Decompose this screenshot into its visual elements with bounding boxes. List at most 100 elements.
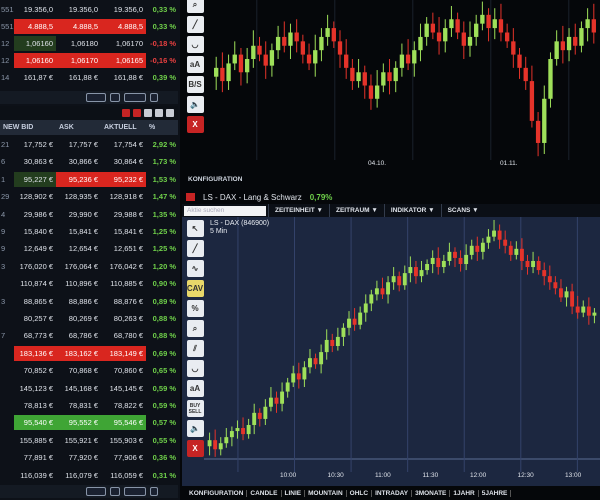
candle-body — [386, 282, 391, 295]
cursor-add-icon[interactable]: ↖ — [186, 220, 204, 237]
cell-pct: 1,35 % — [152, 209, 176, 219]
quote-row[interactable]: 70,852 € 70,868 € 70,860 € 0,65 % — [0, 362, 178, 379]
bottom-menu-item[interactable]: 5JAHRE — [479, 489, 512, 497]
device-icon[interactable] — [150, 93, 158, 102]
cell-ask: 1,06170 — [56, 53, 101, 68]
candle-body — [325, 28, 330, 37]
candle-body — [235, 428, 240, 432]
quote-row[interactable]: 551 4.888,5 4.888,5 4.888,5 0,33 % — [0, 18, 178, 35]
popout-icon[interactable] — [155, 109, 163, 117]
flag-button[interactable] — [124, 93, 146, 102]
quote-row[interactable]: 21 17,752 € 17,757 € 17,754 € 2,92 % — [0, 136, 178, 153]
link-button[interactable] — [110, 93, 120, 102]
cell-pct: 0,90 % — [152, 279, 176, 289]
quote-row[interactable]: 9 12,649 € 12,654 € 12,651 € 1,25 % — [0, 240, 178, 257]
flag-button[interactable] — [124, 487, 146, 496]
text-button[interactable]: aA — [186, 380, 204, 397]
cell-bid: 161,87 € — [23, 73, 53, 82]
minus-button[interactable] — [86, 487, 106, 496]
curve-tool-icon[interactable]: ∿ — [186, 260, 204, 277]
curve-icon[interactable]: ◡ — [186, 36, 204, 53]
close-icon[interactable]: X — [186, 116, 204, 133]
quote-row[interactable]: 551 19.356,0 19.356,0 19.356,0 0,33 % — [0, 1, 178, 18]
quote-row[interactable]: 14 161,87 € 161,88 € 161,88 € 0,39 % — [0, 69, 178, 86]
percent-button[interactable]: % — [186, 300, 204, 317]
zoom-icon[interactable]: ⌕ — [186, 0, 204, 13]
column-header[interactable]: NEW BID — [3, 124, 34, 131]
sound-icon[interactable]: 🔈 — [186, 96, 204, 113]
link-button[interactable] — [110, 487, 120, 496]
bottom-menu-item[interactable]: CANDLE — [247, 489, 282, 497]
candle-body — [257, 412, 262, 419]
arc-icon[interactable]: ◡ — [186, 360, 204, 377]
text-icon[interactable]: aA — [186, 56, 204, 73]
cell-ask: 155,921 € — [64, 435, 98, 445]
bottom-menu-item[interactable]: INTRADAY — [372, 489, 413, 497]
quote-row[interactable]: 1 95,227 €95,236 €95,232 € 1,53 % — [0, 171, 178, 188]
minus-button[interactable] — [86, 93, 106, 102]
top-chart-toolbar: ⌕ ╱ ◡ aA B/S 🔈 X — [184, 0, 206, 133]
sound-icon[interactable]: 🔈 — [186, 420, 204, 437]
quote-row[interactable]: 4 29,986 € 29,990 € 29,988 € 1,35 % — [0, 206, 178, 223]
alert-icon[interactable] — [133, 109, 141, 117]
bottom-menu-item[interactable]: LINIE — [282, 489, 306, 497]
device-icon[interactable] — [150, 487, 158, 496]
column-header[interactable]: % — [149, 124, 156, 131]
candle-body — [424, 23, 429, 37]
quote-row[interactable]: 110,874 € 110,896 € 110,885 € 0,90 % — [0, 275, 178, 292]
line-icon[interactable]: ╱ — [186, 16, 204, 33]
quote-row[interactable]: 145,123 € 145,168 € 145,145 € 0,59 % — [0, 380, 178, 397]
quote-row[interactable]: 183,136 €183,162 €183,149 € 0,69 % — [0, 345, 178, 362]
candle-body — [586, 306, 591, 316]
line-tool-icon[interactable]: ╱ — [186, 240, 204, 257]
cell-last: 95,546 € — [101, 415, 146, 431]
quote-row[interactable]: 155,885 € 155,921 € 155,903 € 0,55 % — [0, 432, 178, 449]
buy-sell-icon[interactable]: B/S — [186, 76, 204, 93]
candle-body — [269, 50, 275, 66]
quote-row[interactable]: 3 88,865 € 88,886 € 88,876 € 0,89 % — [0, 293, 178, 310]
menu-zeitraum[interactable]: ZEITRAUM ▼ — [328, 204, 384, 217]
candle-body — [380, 288, 385, 295]
bottom-menu-item[interactable]: KONFIGURATION — [186, 489, 248, 497]
buy-sell-button[interactable]: BUY SELL — [186, 400, 204, 417]
cell-ask: 95,236 € — [56, 171, 101, 187]
candle-body — [547, 276, 552, 283]
quote-row[interactable]: 12 1,06160 1,06170 1,06165 -0,16 % — [0, 52, 178, 69]
close-button[interactable]: X — [186, 440, 204, 457]
cav-button[interactable]: CAV — [186, 280, 204, 297]
quote-row[interactable]: 7 68,773 € 68,786 € 68,780 € 0,88 % — [0, 327, 178, 344]
time-label: 12:30 — [517, 472, 534, 479]
quote-row[interactable]: 80,257 € 80,269 € 80,263 € 0,88 % — [0, 310, 178, 327]
zoom-icon[interactable]: ⌕ — [186, 320, 204, 337]
quote-row[interactable]: 3 176,020 € 176,064 € 176,042 € 1,20 % — [0, 258, 178, 275]
panel-control-bar — [0, 91, 178, 104]
cell-pct: 0,39 % — [152, 73, 176, 82]
close-icon[interactable] — [166, 109, 174, 117]
candle-body — [369, 294, 374, 304]
bottom-menu-item[interactable]: 3MONATE — [412, 489, 451, 497]
quote-row[interactable]: 9 15,840 € 15,841 € 15,841 € 1,25 % — [0, 223, 178, 240]
quote-row[interactable]: 29 128,902 € 128,935 € 128,918 € 1,47 % — [0, 188, 178, 205]
quote-row[interactable]: 77,891 € 77,920 € 77,906 € 0,36 % — [0, 449, 178, 466]
quote-row[interactable]: 78,813 € 78,831 € 78,822 € 0,59 % — [0, 397, 178, 414]
top-config-label[interactable]: KONFIGURATION — [188, 176, 243, 183]
menu-zeiteinheit[interactable]: ZEITEINHEIT ▼ — [268, 204, 329, 217]
quote-row[interactable]: 116,039 € 116,079 € 116,059 € 0,31 % — [0, 467, 178, 484]
menu-scans[interactable]: SCANS ▼ — [440, 204, 485, 217]
dax-chart-window: LS - DAX - Lang & Schwarz 0,79% Aktie su… — [182, 190, 600, 500]
quote-row[interactable]: 12 1,06160 1,06180 1,06170 -0,18 % — [0, 35, 178, 52]
bottom-menu-item[interactable]: 1JAHR — [450, 489, 479, 497]
table-header: NEW BID ASK AKTUELL% — [0, 120, 178, 135]
menu-indikator[interactable]: INDIKATOR ▼ — [383, 204, 441, 217]
bottom-menu-item[interactable]: MOUNTAIN — [305, 489, 347, 497]
info-icon[interactable] — [144, 109, 152, 117]
cell-pct: 1,20 % — [152, 261, 176, 271]
link-icon[interactable] — [122, 109, 130, 117]
quote-row[interactable]: 95,540 €95,552 €95,546 € 0,57 % — [0, 414, 178, 431]
stock-search-input[interactable]: Aktie suchen — [184, 205, 266, 216]
column-header[interactable]: AKTUELL — [104, 124, 137, 131]
column-header[interactable]: ASK — [59, 124, 74, 131]
bottom-menu-item[interactable]: OHLC — [347, 489, 373, 497]
parallel-lines-icon[interactable]: ⫽ — [186, 340, 204, 357]
quote-row[interactable]: 6 30,863 € 30,866 € 30,864 € 1,73 % — [0, 153, 178, 170]
